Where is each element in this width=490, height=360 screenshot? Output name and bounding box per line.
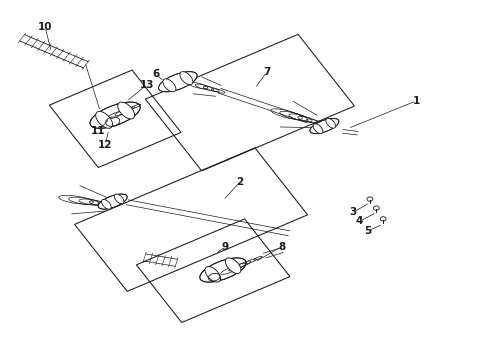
Text: 12: 12 (98, 140, 113, 150)
Ellipse shape (114, 194, 124, 204)
Text: 11: 11 (91, 126, 105, 136)
Text: 9: 9 (222, 242, 229, 252)
Text: 1: 1 (413, 96, 420, 106)
Ellipse shape (225, 258, 241, 274)
Ellipse shape (101, 199, 111, 209)
Ellipse shape (205, 266, 220, 282)
Ellipse shape (159, 72, 197, 92)
Ellipse shape (118, 102, 135, 119)
Ellipse shape (310, 118, 339, 134)
Ellipse shape (90, 102, 140, 128)
Text: 7: 7 (263, 67, 271, 77)
Ellipse shape (313, 124, 323, 134)
Text: 3: 3 (349, 207, 356, 217)
Ellipse shape (200, 258, 246, 282)
Ellipse shape (96, 112, 113, 128)
Text: 10: 10 (38, 22, 52, 32)
Text: 2: 2 (237, 177, 244, 187)
Ellipse shape (163, 79, 176, 92)
Text: 4: 4 (356, 216, 364, 226)
Ellipse shape (98, 194, 127, 209)
Text: 13: 13 (140, 80, 154, 90)
Text: 6: 6 (152, 69, 159, 79)
Ellipse shape (326, 118, 336, 128)
Text: 5: 5 (364, 226, 371, 236)
Text: 8: 8 (278, 242, 285, 252)
Ellipse shape (180, 72, 193, 85)
